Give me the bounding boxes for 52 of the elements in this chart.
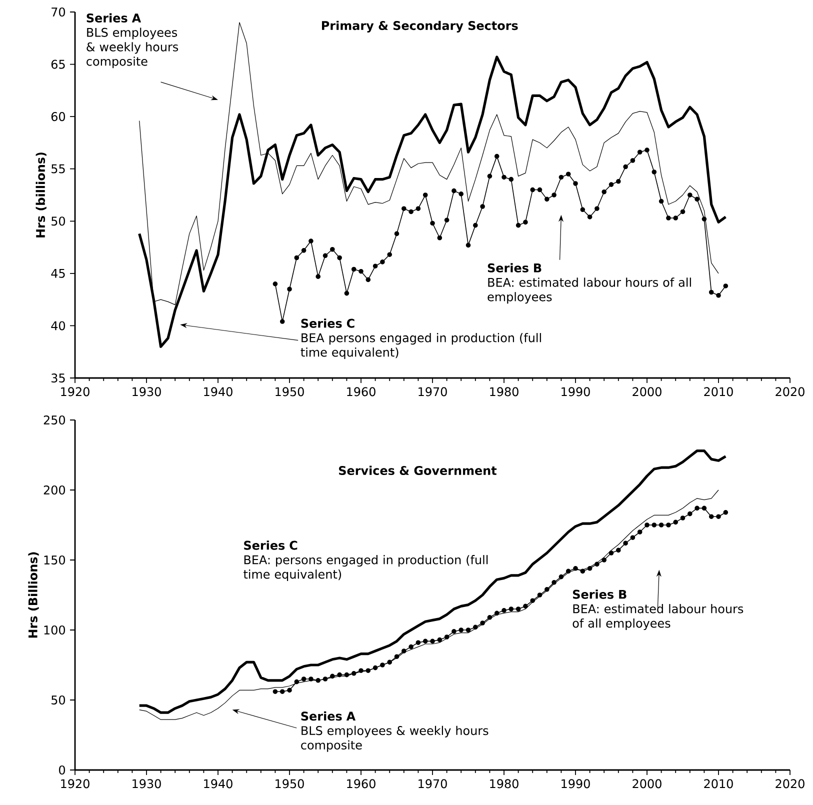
y-tick-label: 65 [51, 60, 65, 69]
x-tick-label: 1930 [132, 779, 161, 788]
y-tick-label: 50 [52, 216, 66, 226]
x-tick-label: 1970 [418, 387, 447, 396]
annotation: Series C [244, 540, 298, 550]
annotation: Series A [86, 13, 142, 23]
annotation: BEA: persons engaged in production (full time equivalent) [244, 555, 488, 582]
x-tick-label: 2020 [776, 779, 804, 788]
x-tick-label: 2010 [704, 387, 733, 396]
annotation: BLS employees & weekly hours composite [86, 28, 178, 68]
x-tick-label: 1960 [347, 387, 376, 396]
x-tick-label: 1920 [61, 779, 90, 788]
x-tick-label: 1980 [490, 779, 518, 788]
annotation: Series A [301, 711, 356, 721]
y-tick-label: 150 [44, 555, 66, 565]
y-tick-label: 100 [44, 625, 66, 635]
y-tick-label: 45 [51, 268, 65, 278]
x-tick-label: 2000 [632, 387, 662, 396]
text: Primary & Secondary Sectors [322, 20, 518, 32]
annotation: BEA: estimated labour hours of all employees [572, 604, 744, 630]
y-tick-label: 50 [52, 695, 66, 705]
y-tick-label: 70 [52, 7, 66, 17]
annotation: Series B [572, 590, 626, 599]
y-tick-label: 55 [52, 164, 65, 174]
x-tick-label: 1940 [204, 387, 232, 396]
y-tick-label: 35 [52, 373, 65, 383]
annotation: BEA: estimated labour hours of all employees [488, 278, 691, 304]
x-tick-label: 2010 [704, 779, 733, 788]
x-tick-label: 1990 [562, 387, 590, 396]
annotation: BLS employees & weekly hours composite [301, 726, 488, 752]
x-tick-label: 1970 [418, 779, 447, 788]
x-tick-label: 1930 [132, 387, 161, 396]
text: Services & Government [339, 466, 497, 476]
y-tick-label: 60 [51, 112, 66, 122]
annotation: BEA persons engaged in production (full time equivalent) [300, 333, 541, 360]
x-tick-label: 1950 [276, 387, 304, 396]
annotation: Series B [488, 263, 542, 272]
x-tick-label: 1990 [562, 779, 590, 788]
y-tick-label: 0 [59, 765, 66, 775]
x-tick-label: 1950 [276, 779, 304, 788]
y-axis-title: Hrs (Billions) [28, 552, 39, 638]
x-tick-label: 1980 [490, 387, 518, 396]
x-tick-label: 1940 [204, 779, 232, 788]
y-tick-label: 250 [44, 415, 66, 425]
y-axis-title: Hrs (billions) [36, 152, 46, 238]
x-tick-label: 1960 [347, 779, 376, 788]
y-tick-label: 200 [44, 485, 66, 495]
x-tick-label: 2000 [632, 779, 662, 788]
x-tick-label: 1920 [61, 387, 90, 396]
x-tick-label: 2020 [776, 387, 804, 396]
y-tick-label: 40 [51, 321, 66, 330]
annotation: Series C [301, 318, 354, 328]
